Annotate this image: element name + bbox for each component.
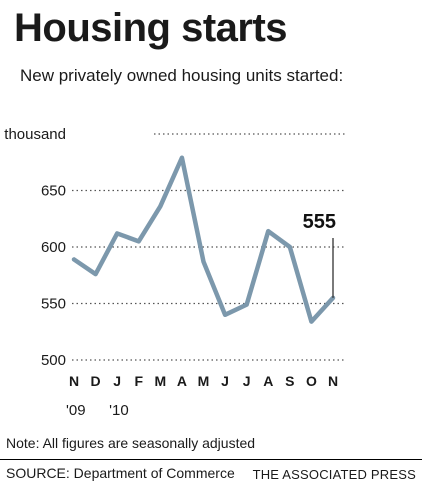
callout-layer: 555 <box>303 211 336 298</box>
year-labels: '09 '10 <box>66 402 129 419</box>
year-label: '10 <box>109 402 129 419</box>
x-tick-label: M <box>154 373 166 389</box>
divider <box>0 459 422 460</box>
series-layer <box>71 155 336 324</box>
x-tick-label: J <box>221 373 229 389</box>
x-tick-label: J <box>243 373 251 389</box>
x-tick-label: D <box>91 373 101 389</box>
publisher-credit: THE ASSOCIATED PRESS <box>252 467 416 482</box>
source-credit: SOURCE: Department of Commerce <box>6 465 235 481</box>
y-tick-label: 700 thousand <box>0 126 66 143</box>
series-line <box>71 155 336 324</box>
x-tick-label: O <box>306 373 317 389</box>
y-axis-labels: 700 thousand 650 600 550 500 <box>0 126 66 369</box>
chart-title: Housing starts <box>14 6 288 50</box>
chart-subtitle: New privately owned housing units starte… <box>20 66 344 85</box>
x-tick-label: N <box>69 373 79 389</box>
callout-value-label: 555 <box>303 211 336 233</box>
grid-lines <box>72 133 345 361</box>
x-tick-label: M <box>198 373 210 389</box>
y-tick-label: 550 <box>41 296 66 313</box>
x-tick-label: N <box>328 373 338 389</box>
y-tick-label: 650 <box>41 183 66 200</box>
footnote: Note: All figures are seasonally adjuste… <box>6 435 256 451</box>
year-label: '09 <box>66 402 86 419</box>
x-tick-label: F <box>134 373 143 389</box>
x-tick-label: S <box>285 373 294 389</box>
y-tick-label: 600 <box>41 239 66 256</box>
x-tick-label: A <box>177 373 187 389</box>
x-tick-label: A <box>263 373 273 389</box>
x-tick-label: J <box>113 373 121 389</box>
y-tick-label: 500 <box>41 352 66 369</box>
